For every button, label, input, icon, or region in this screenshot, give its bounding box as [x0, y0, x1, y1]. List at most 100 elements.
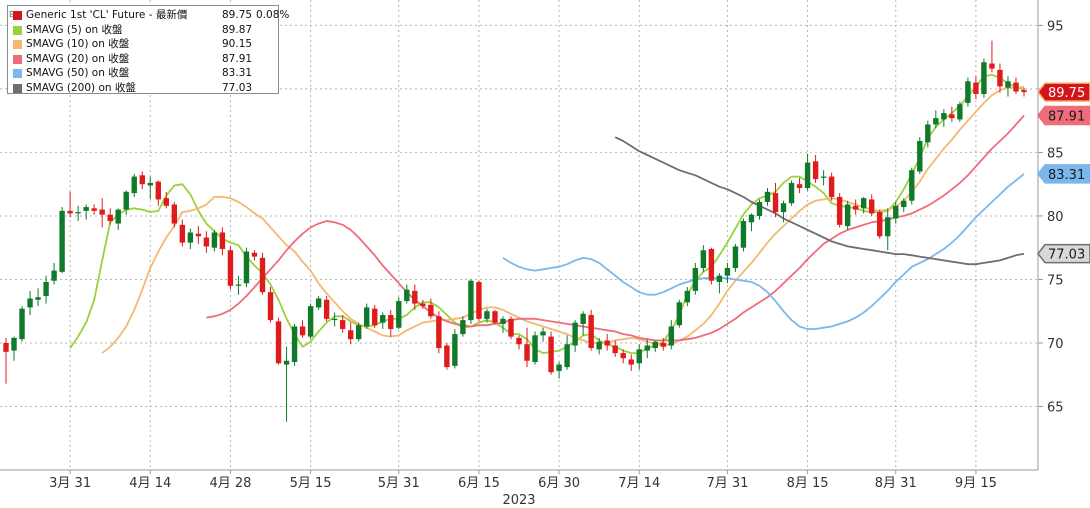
candle-body	[235, 284, 242, 286]
legend-swatch-sma20	[13, 54, 22, 64]
x-tick-label: 7月 14	[618, 476, 660, 491]
candle-body	[965, 81, 971, 103]
candle-body	[676, 302, 683, 326]
candle-body	[748, 214, 755, 223]
candle-body	[115, 209, 121, 224]
candle-body	[925, 124, 931, 143]
candle-body	[259, 257, 266, 293]
legend-label-price: Generic 1st 'CL' Future - 最新價	[26, 9, 188, 21]
candle-body	[556, 364, 562, 371]
candle-body	[203, 237, 210, 247]
legend-collapse-icon[interactable]: ⊟	[9, 8, 17, 22]
price-tag-box	[1037, 105, 1090, 126]
candle-body	[51, 270, 57, 281]
x-year-label: 2023	[502, 493, 535, 508]
x-tick-label: 5月 15	[290, 476, 332, 491]
candle-body	[540, 331, 546, 336]
legend-label-sma50: SMAVG (50) on 收盤	[26, 67, 130, 80]
candle-body	[524, 344, 530, 361]
legend-label-sma5: SMAVG (5) on 收盤	[26, 23, 123, 36]
candle-body	[11, 337, 17, 351]
candle-body	[355, 325, 362, 340]
candle-body	[997, 69, 1003, 87]
candle-body	[1021, 90, 1027, 93]
x-tick-label: 9月 15	[955, 476, 997, 491]
candle-body	[909, 170, 915, 201]
candle-body	[19, 308, 25, 340]
candle-body	[788, 182, 795, 204]
candle-body	[323, 299, 330, 319]
price-tag-box	[1037, 82, 1090, 102]
candle-body	[484, 311, 490, 319]
candle-body	[933, 118, 939, 125]
candle-body	[299, 326, 306, 336]
legend-panel[interactable]: ⊟ Generic 1st 'CL' Future - 最新價 89.75 0.…	[7, 5, 289, 94]
candle-body	[885, 217, 891, 237]
candle-body	[532, 335, 538, 363]
candle-body	[1013, 82, 1019, 92]
candle-body	[3, 342, 9, 352]
legend-label-sma10: SMAVG (10) on 收盤	[26, 38, 130, 51]
candle-body	[452, 334, 458, 366]
y-tick-label: 95	[1047, 19, 1064, 34]
candle-body	[468, 280, 474, 321]
candle-body	[267, 292, 274, 321]
candle-body	[548, 336, 554, 373]
candle-body	[187, 232, 194, 243]
candle-body	[420, 303, 426, 307]
candle-body	[716, 275, 723, 282]
legend-row-sma20: SMAVG (20) on 收盤 87.91	[8, 52, 278, 67]
candle-body	[724, 268, 731, 276]
candle-body	[211, 232, 218, 248]
candle-body	[604, 340, 610, 346]
candle-body	[155, 181, 161, 200]
candle-body	[828, 176, 835, 197]
legend-value-sma200: 77.03	[222, 81, 253, 94]
candle-body	[804, 162, 811, 188]
legend-value-sma50: 83.31	[222, 67, 253, 80]
sma-line	[502, 173, 1025, 330]
candle-body	[572, 322, 578, 346]
candle-body	[43, 282, 49, 296]
candle-body	[444, 345, 450, 368]
sma-line	[614, 136, 1025, 266]
candle-body	[404, 289, 410, 302]
candle-body	[893, 205, 899, 219]
candle-body	[780, 203, 787, 213]
candle-body	[460, 320, 466, 335]
x-tick-label: 8月 31	[875, 476, 917, 491]
candle-body	[123, 191, 129, 210]
candle-body	[901, 200, 907, 208]
candle-body	[957, 104, 963, 120]
candle-body	[131, 176, 137, 194]
legend-swatch-sma200	[13, 83, 22, 93]
candle-body	[380, 315, 386, 323]
candle-body	[852, 205, 859, 210]
legend-value-sma10: 90.15	[222, 38, 253, 51]
legend-row-sma50: SMAVG (50) on 收盤 83.31	[8, 66, 278, 81]
candle-body	[476, 282, 482, 319]
candle-body	[877, 212, 883, 237]
candle-body	[941, 113, 947, 120]
candle-body	[620, 353, 626, 359]
candle-body	[147, 182, 153, 186]
candle-body	[99, 209, 105, 215]
x-tick-label: 7月 31	[706, 476, 748, 491]
candle-body	[307, 306, 314, 337]
candle-body	[588, 315, 594, 349]
x-tick-label: 6月 30	[538, 476, 580, 491]
candle-body	[508, 318, 514, 337]
candle-body	[339, 320, 346, 329]
candle-body	[812, 161, 819, 180]
candle-body	[396, 301, 402, 328]
legend-swatch-price	[13, 11, 22, 20]
candle-body	[844, 204, 851, 227]
candle-body	[331, 318, 338, 321]
legend-change-price: 0.08%	[256, 9, 290, 21]
candle-body	[989, 63, 995, 69]
candle-body	[243, 251, 250, 284]
legend-swatch-sma50	[13, 69, 22, 79]
legend-value-sma5: 89.87	[222, 23, 253, 36]
candle-body	[291, 326, 298, 363]
